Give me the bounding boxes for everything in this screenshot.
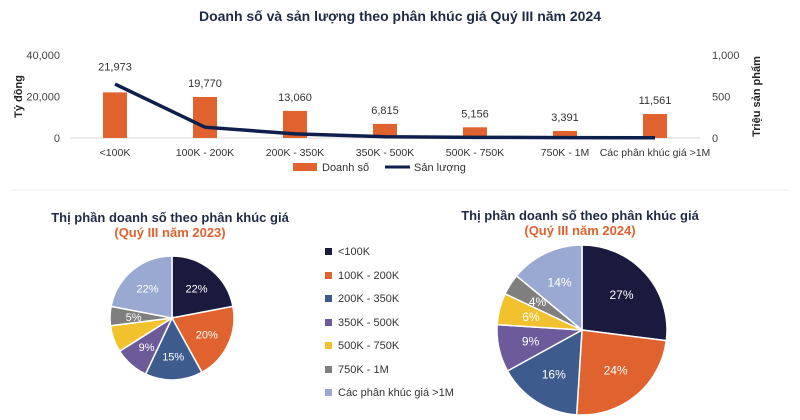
pie-2024-slice [581, 244, 668, 342]
pie-2024-slice [575, 329, 668, 416]
pie-2023-slice-label: 20% [196, 329, 218, 341]
legend-label-doanh-so: Doanh số [322, 162, 369, 174]
legend-item: Các phân khúc giá >1M [325, 387, 454, 399]
bar [463, 127, 487, 138]
y2-tick-label: 0 [712, 133, 718, 145]
pie-2023-subtitle: (Quý III năm 2023) [114, 225, 226, 240]
pie-2023-slice [171, 255, 234, 319]
x-tick-label: 750K - 1M [541, 147, 589, 159]
legend-label: Các phân khúc giá >1M [338, 387, 454, 399]
bar-data-label: 19,770 [188, 78, 222, 90]
y2-tick-label: 1,000 [712, 50, 740, 62]
legend-item: 750K - 1M [325, 364, 389, 376]
legend-label-san-luong: Sản lượng [414, 162, 466, 174]
legend-swatch [325, 271, 332, 279]
chart-title: Doanh số và sản lượng theo phân khúc giá… [198, 8, 602, 24]
bar [643, 114, 667, 138]
x-tick-label: Các phân khúc giá >1M [600, 147, 711, 159]
pie-2024-slice [506, 328, 583, 416]
y2-tick-label: 500 [712, 92, 730, 104]
x-tick-label: 200K - 350K [266, 147, 324, 159]
legend-label: 350K - 500K [338, 316, 400, 329]
bar-data-label: 21,973 [98, 61, 132, 73]
pie-2023-title: Thị phần doanh số theo phân khúc giá [51, 210, 289, 225]
x-tick-label: 500K - 750K [446, 147, 504, 159]
pie-2023-slice-label: 15% [162, 351, 184, 363]
legend-item: 500K - 750K [325, 340, 399, 352]
legend-label: <100K [338, 246, 371, 258]
y-tick-label: 0 [54, 133, 60, 145]
pie-2023-slice-label: 9% [139, 342, 155, 354]
legend-swatch [325, 365, 332, 373]
x-tick-label: <100K [100, 147, 131, 159]
pie-2023-slice [110, 255, 173, 319]
y-axis-label: Tỷ đồng [13, 75, 25, 118]
legend-swatch [325, 318, 332, 326]
legend-swatch [325, 248, 332, 255]
bar [103, 92, 127, 138]
pie-2024-slice-label: 9% [522, 334, 540, 348]
legend-swatch [325, 295, 332, 302]
pie-2024-slice-label: 27% [610, 288, 634, 302]
legend-item: 350K - 500K [325, 317, 399, 329]
bar [373, 123, 397, 138]
pie-2023-slice-label: 5% [126, 312, 142, 324]
bar [193, 96, 217, 138]
pie-2024-slice-label: 6% [522, 310, 540, 324]
legend-label: 500K - 750K [338, 340, 400, 352]
bar-data-label: 13,060 [278, 92, 312, 104]
legend-label: 100K - 200K [338, 269, 400, 282]
pie-2024-slice-label: 24% [604, 364, 628, 378]
pie-2024-slice-label: 4% [529, 295, 547, 309]
legend-item: <100K [325, 246, 370, 258]
pie-2024-subtitle: (Quý III năm 2024) [524, 223, 636, 238]
legend-item: 100K - 200K [325, 270, 399, 282]
pie-2024-slice-label: 16% [542, 367, 566, 381]
bar-data-label: 3,391 [551, 112, 579, 124]
pie-2024-slice-label: 14% [548, 275, 572, 289]
legend-item: 200K - 350K [325, 293, 399, 305]
bar [553, 130, 577, 138]
legend-swatch-doanh-so [293, 163, 317, 171]
legend-label: 750K - 1M [338, 363, 389, 376]
pie-2023-slice [170, 305, 235, 374]
bar-data-label: 11,561 [639, 95, 672, 107]
bar-data-label: 5,156 [461, 108, 489, 120]
pie-2023-slice-label: 22% [185, 283, 207, 295]
x-tick-label: 350K - 500K [356, 147, 414, 159]
y-tick-label: 40,000 [26, 50, 60, 62]
pie-2024-title: Thị phần doanh số theo phân khúc giá [461, 208, 699, 223]
pie-2023-slice [144, 316, 203, 381]
bar-data-label: 6,815 [371, 105, 399, 117]
pie-2023-slice-label: 22% [136, 283, 158, 295]
legend-swatch [325, 389, 332, 396]
legend-label: 200K - 350K [338, 293, 400, 305]
pie-2024-slice [515, 244, 583, 332]
y2-axis-label: Triệu sản phẩm [751, 56, 763, 137]
x-tick-label: 100K - 200K [176, 147, 234, 159]
legend-swatch [325, 342, 332, 349]
y-tick-label: 20,000 [26, 92, 60, 104]
